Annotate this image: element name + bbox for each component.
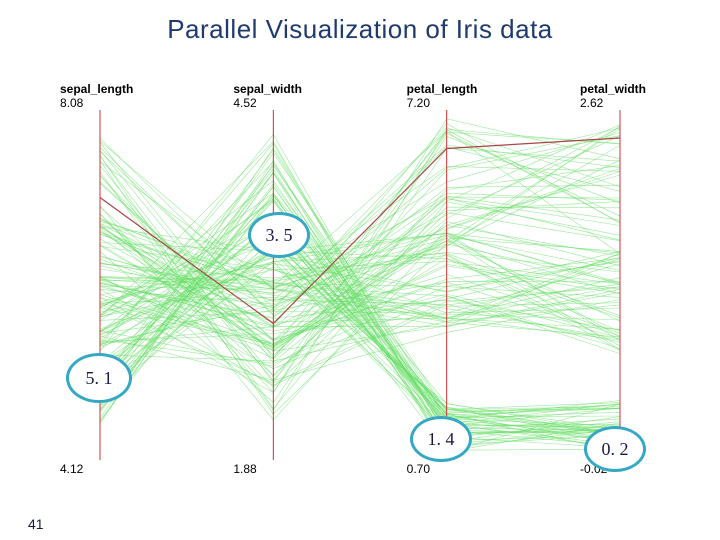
axis-max: 2.62 — [580, 96, 603, 110]
axis-label: sepal_width — [233, 82, 302, 96]
axis-label: petal_length — [407, 82, 478, 96]
axis-label: sepal_length — [60, 82, 133, 96]
parallel-plot-svg — [60, 70, 660, 480]
axis-min: 1.88 — [233, 462, 256, 476]
axis-max: 4.52 — [233, 96, 256, 110]
axis-label: petal_width — [580, 82, 646, 96]
axis-min: 4.12 — [60, 462, 83, 476]
axis-max: 7.20 — [407, 96, 430, 110]
axis-min: 0.70 — [407, 462, 430, 476]
parallel-chart: sepal_length8.08 4.12 sepal_width4.52 1.88 p… — [60, 70, 660, 480]
page-number: 41 — [28, 516, 44, 532]
axis-max: 8.08 — [60, 96, 83, 110]
callout: 0. 2 — [584, 426, 646, 472]
callout: 1. 4 — [410, 416, 472, 462]
callout: 3. 5 — [248, 212, 310, 258]
page-title: Parallel Visualization of Iris data — [0, 14, 720, 45]
callout: 5. 1 — [66, 353, 132, 403]
